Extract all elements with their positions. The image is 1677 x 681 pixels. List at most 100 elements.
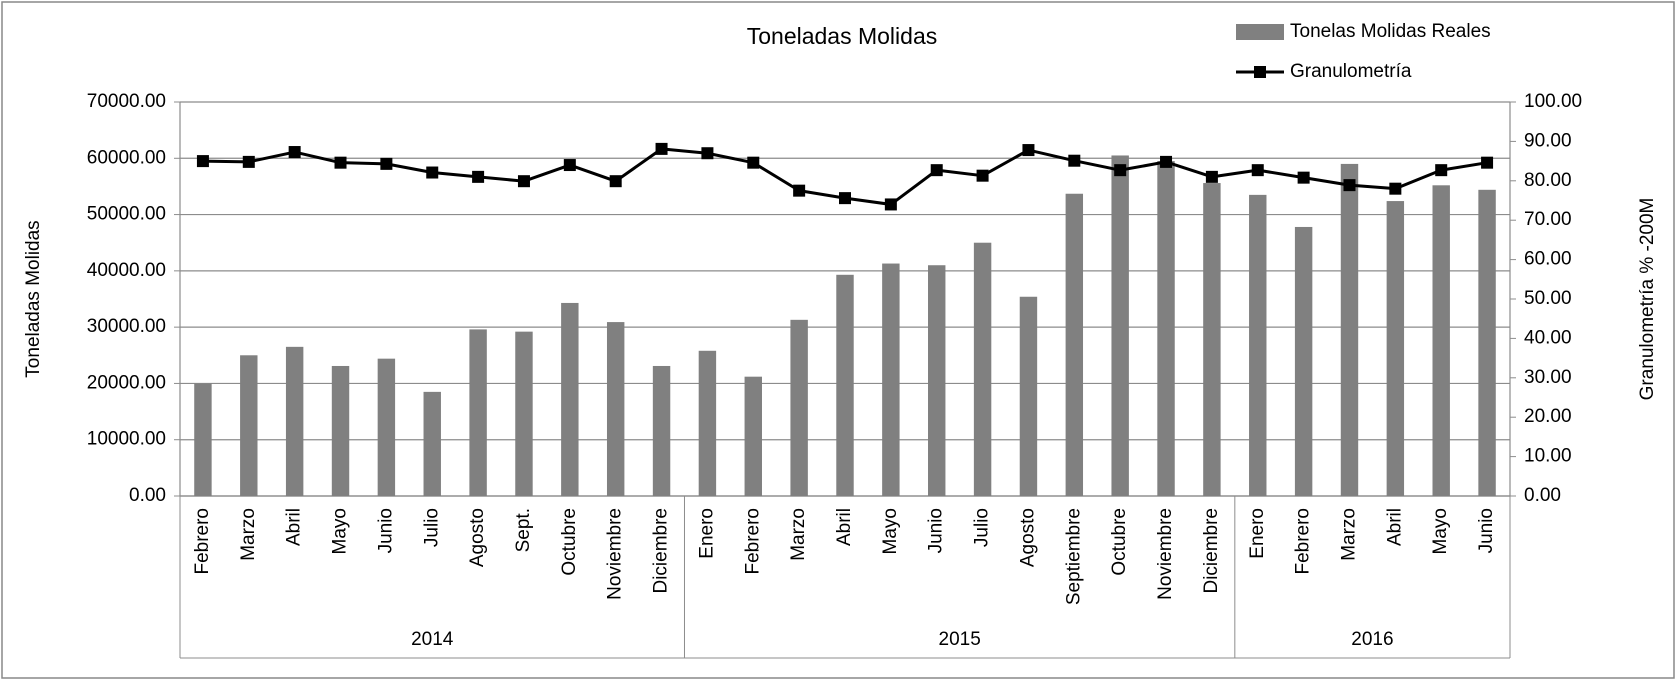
bar [1294, 226, 1313, 496]
y-tick-label: 10000.00 [87, 429, 166, 450]
y-tick-label: 70000.00 [87, 91, 166, 112]
y-tick-label: 50000.00 [87, 204, 166, 225]
x-tick-label: Febrero [192, 508, 213, 575]
bar [423, 391, 441, 496]
y-axis-title: Toneladas Molidas [23, 220, 44, 377]
x-tick-label: Agosto [1017, 508, 1038, 567]
x-tick-label: Diciembre [651, 508, 672, 594]
bar [836, 274, 854, 496]
bar [1157, 161, 1175, 496]
x-tick-label: Noviembre [1155, 508, 1176, 600]
bar [1019, 296, 1038, 496]
bar [1432, 185, 1450, 496]
line-marker [1389, 182, 1402, 195]
y2-tick-label: 20.00 [1524, 406, 1572, 427]
y2-tick-label: 0.00 [1524, 485, 1561, 506]
line-marker [334, 156, 347, 169]
x-tick-label: Marzo [1338, 508, 1359, 561]
bar [331, 365, 350, 496]
line-marker [701, 147, 714, 160]
y2-tick-label: 60.00 [1524, 249, 1572, 270]
x-tick-label: Febrero [742, 508, 763, 575]
y2-tick-label: 100.00 [1524, 91, 1582, 112]
x-tick-label: Abril [834, 508, 855, 546]
line-marker [884, 198, 897, 211]
chart-title: Toneladas Molidas [747, 23, 938, 49]
x-tick-label: Junio [1476, 508, 1497, 553]
bar [652, 365, 671, 496]
bar [377, 358, 396, 496]
line-marker [976, 169, 989, 182]
bar [194, 383, 212, 496]
x-tick-label: Junio [926, 508, 947, 553]
y-tick-label: 60000.00 [87, 147, 166, 168]
bar [1249, 194, 1267, 496]
bar [744, 376, 762, 496]
bar [1065, 193, 1084, 496]
y2-axis-title: Granulometría % -200M [1637, 198, 1658, 401]
y2-tick-label: 80.00 [1524, 170, 1572, 191]
y2-tick-label: 40.00 [1524, 327, 1572, 348]
y-tick-label: 0.00 [129, 485, 166, 506]
x-tick-label: Mayo [330, 508, 351, 554]
x-tick-label: Febrero [1293, 508, 1314, 575]
x-tick-label: Julio [972, 508, 993, 547]
x-tick-label: Mayo [1430, 508, 1451, 554]
bar [698, 350, 717, 496]
bar [928, 265, 946, 496]
x-group-label: 2016 [1351, 629, 1393, 650]
x-group-label: 2014 [411, 629, 454, 650]
line-marker [1114, 164, 1127, 177]
x-tick-label: Marzo [788, 508, 809, 561]
legend-label: Tonelas Molidas Reales [1290, 21, 1491, 42]
line-marker [839, 192, 851, 205]
legend-swatch [1236, 24, 1284, 40]
line-marker [196, 155, 209, 168]
line-marker [563, 159, 576, 172]
line-marker [472, 170, 485, 183]
y2-tick-label: 30.00 [1524, 367, 1572, 388]
bar [1478, 189, 1496, 496]
bar [561, 302, 579, 496]
bar [240, 355, 258, 496]
x-tick-label: Enero [1247, 508, 1268, 559]
x-tick-label: Sept. [513, 508, 534, 552]
x-tick-label: Octubre [559, 508, 580, 576]
line-marker [1160, 155, 1173, 168]
x-tick-label: Mayo [880, 508, 901, 554]
line-marker [426, 166, 439, 179]
bar [882, 263, 900, 496]
y2-tick-label: 90.00 [1524, 130, 1572, 151]
x-tick-label: Agosto [467, 508, 488, 567]
legend-swatch [1254, 66, 1266, 78]
x-tick-label: Enero [696, 508, 717, 559]
y-tick-label: 40000.00 [87, 260, 166, 281]
line-marker [242, 155, 255, 168]
y-tick-label: 20000.00 [87, 372, 166, 393]
line-marker [655, 142, 668, 155]
x-group-label: 2015 [939, 629, 981, 650]
bar [469, 329, 487, 496]
line-marker [747, 156, 760, 169]
bar [973, 242, 992, 496]
line-marker [1251, 164, 1264, 177]
y2-tick-label: 70.00 [1524, 209, 1572, 230]
line-marker [930, 164, 943, 177]
line-marker [1068, 154, 1081, 167]
y-tick-label: 30000.00 [87, 316, 166, 337]
x-tick-label: Abril [1384, 508, 1405, 546]
bar [606, 322, 625, 496]
bar [1340, 163, 1359, 496]
line-marker [517, 175, 530, 188]
line-marker [1343, 179, 1356, 192]
x-tick-label: Abril [284, 508, 305, 546]
bar [285, 346, 304, 496]
legend-label: Granulometría [1290, 61, 1412, 82]
x-tick-label: Octubre [1109, 508, 1130, 576]
y2-tick-label: 50.00 [1524, 288, 1572, 309]
x-tick-label: Septiembre [1063, 508, 1084, 605]
bar [790, 319, 808, 496]
x-tick-label: Julio [421, 508, 442, 547]
line-marker [288, 146, 301, 159]
